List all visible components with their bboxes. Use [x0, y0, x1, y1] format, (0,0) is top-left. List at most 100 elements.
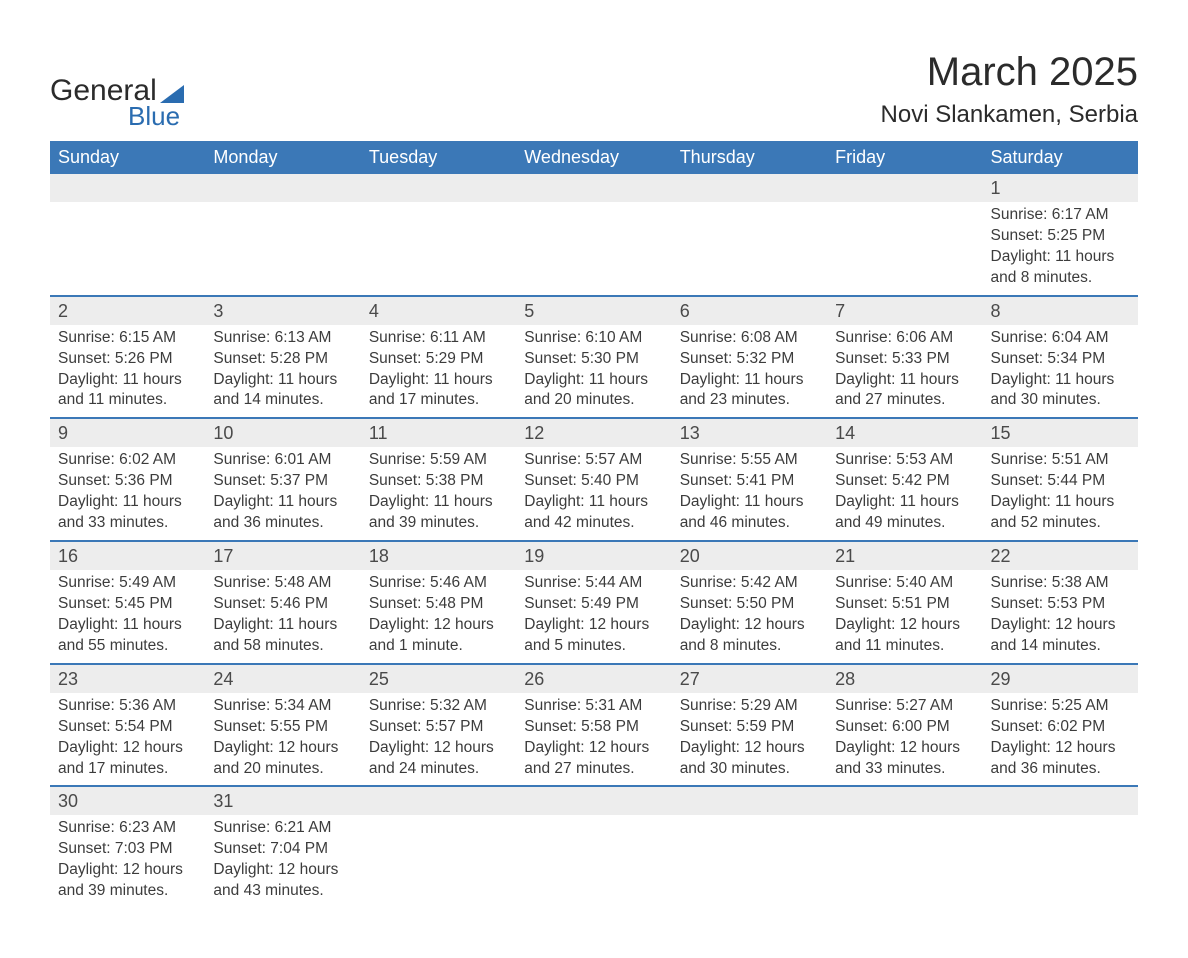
day-number — [361, 174, 516, 202]
day-number: 28 — [827, 664, 982, 693]
day-number: 21 — [827, 541, 982, 570]
location: Novi Slankamen, Serbia — [881, 101, 1138, 129]
logo-text-sub: Blue — [128, 103, 184, 129]
day-number: 9 — [50, 418, 205, 447]
day-cell: Sunrise: 5:51 AMSunset: 5:44 PMDaylight:… — [983, 447, 1138, 541]
day-cell: Sunrise: 6:08 AMSunset: 5:32 PMDaylight:… — [672, 325, 827, 419]
day-number — [827, 786, 982, 815]
day-header: Wednesday — [516, 141, 671, 174]
day-cell: Sunrise: 5:59 AMSunset: 5:38 PMDaylight:… — [361, 447, 516, 541]
day-number: 5 — [516, 296, 671, 325]
day-cell — [516, 815, 671, 908]
month-title: March 2025 — [881, 50, 1138, 95]
day-cell — [672, 815, 827, 908]
day-cell — [50, 202, 205, 296]
day-cell: Sunrise: 5:49 AMSunset: 5:45 PMDaylight:… — [50, 570, 205, 664]
day-header: Friday — [827, 141, 982, 174]
day-number: 12 — [516, 418, 671, 447]
day-number — [205, 174, 360, 202]
detail-row: Sunrise: 6:15 AMSunset: 5:26 PMDaylight:… — [50, 325, 1138, 419]
day-number: 30 — [50, 786, 205, 815]
day-cell: Sunrise: 6:02 AMSunset: 5:36 PMDaylight:… — [50, 447, 205, 541]
day-cell: Sunrise: 6:13 AMSunset: 5:28 PMDaylight:… — [205, 325, 360, 419]
day-cell — [516, 202, 671, 296]
day-number — [516, 786, 671, 815]
day-cell: Sunrise: 5:25 AMSunset: 6:02 PMDaylight:… — [983, 693, 1138, 787]
day-number: 8 — [983, 296, 1138, 325]
daynum-row: 1 — [50, 174, 1138, 202]
day-cell: Sunrise: 6:04 AMSunset: 5:34 PMDaylight:… — [983, 325, 1138, 419]
day-cell: Sunrise: 5:46 AMSunset: 5:48 PMDaylight:… — [361, 570, 516, 664]
daynum-row: 16171819202122 — [50, 541, 1138, 570]
detail-row: Sunrise: 6:23 AMSunset: 7:03 PMDaylight:… — [50, 815, 1138, 908]
day-number: 14 — [827, 418, 982, 447]
day-number: 7 — [827, 296, 982, 325]
day-cell: Sunrise: 6:17 AMSunset: 5:25 PMDaylight:… — [983, 202, 1138, 296]
day-number: 1 — [983, 174, 1138, 202]
logo: General Blue — [50, 76, 184, 129]
day-cell — [827, 815, 982, 908]
day-header: Sunday — [50, 141, 205, 174]
day-cell: Sunrise: 5:29 AMSunset: 5:59 PMDaylight:… — [672, 693, 827, 787]
day-number — [672, 174, 827, 202]
day-number — [983, 786, 1138, 815]
day-number: 16 — [50, 541, 205, 570]
day-cell: Sunrise: 6:23 AMSunset: 7:03 PMDaylight:… — [50, 815, 205, 908]
day-header: Thursday — [672, 141, 827, 174]
day-cell: Sunrise: 5:53 AMSunset: 5:42 PMDaylight:… — [827, 447, 982, 541]
day-cell: Sunrise: 5:44 AMSunset: 5:49 PMDaylight:… — [516, 570, 671, 664]
detail-row: Sunrise: 5:36 AMSunset: 5:54 PMDaylight:… — [50, 693, 1138, 787]
day-number: 11 — [361, 418, 516, 447]
day-number: 3 — [205, 296, 360, 325]
day-cell: Sunrise: 5:34 AMSunset: 5:55 PMDaylight:… — [205, 693, 360, 787]
day-number: 22 — [983, 541, 1138, 570]
detail-row: Sunrise: 6:02 AMSunset: 5:36 PMDaylight:… — [50, 447, 1138, 541]
day-number: 24 — [205, 664, 360, 693]
day-cell — [205, 202, 360, 296]
day-number: 26 — [516, 664, 671, 693]
day-number — [827, 174, 982, 202]
day-number: 19 — [516, 541, 671, 570]
day-number: 23 — [50, 664, 205, 693]
detail-row: Sunrise: 5:49 AMSunset: 5:45 PMDaylight:… — [50, 570, 1138, 664]
detail-row: Sunrise: 6:17 AMSunset: 5:25 PMDaylight:… — [50, 202, 1138, 296]
day-cell: Sunrise: 5:42 AMSunset: 5:50 PMDaylight:… — [672, 570, 827, 664]
day-cell: Sunrise: 5:38 AMSunset: 5:53 PMDaylight:… — [983, 570, 1138, 664]
day-cell: Sunrise: 5:57 AMSunset: 5:40 PMDaylight:… — [516, 447, 671, 541]
day-cell — [361, 815, 516, 908]
header: General Blue March 2025 Novi Slankamen, … — [50, 50, 1138, 129]
day-cell: Sunrise: 5:32 AMSunset: 5:57 PMDaylight:… — [361, 693, 516, 787]
day-cell: Sunrise: 6:06 AMSunset: 5:33 PMDaylight:… — [827, 325, 982, 419]
day-cell: Sunrise: 5:55 AMSunset: 5:41 PMDaylight:… — [672, 447, 827, 541]
day-cell: Sunrise: 5:48 AMSunset: 5:46 PMDaylight:… — [205, 570, 360, 664]
day-number — [50, 174, 205, 202]
day-number — [516, 174, 671, 202]
day-cell: Sunrise: 5:36 AMSunset: 5:54 PMDaylight:… — [50, 693, 205, 787]
daynum-row: 3031 — [50, 786, 1138, 815]
day-cell: Sunrise: 6:21 AMSunset: 7:04 PMDaylight:… — [205, 815, 360, 908]
day-cell — [827, 202, 982, 296]
day-cell — [983, 815, 1138, 908]
day-header: Saturday — [983, 141, 1138, 174]
day-cell: Sunrise: 6:01 AMSunset: 5:37 PMDaylight:… — [205, 447, 360, 541]
daynum-row: 23242526272829 — [50, 664, 1138, 693]
day-cell — [672, 202, 827, 296]
day-number: 13 — [672, 418, 827, 447]
calendar-table: Sunday Monday Tuesday Wednesday Thursday… — [50, 141, 1138, 908]
day-number: 27 — [672, 664, 827, 693]
day-number: 29 — [983, 664, 1138, 693]
day-number: 31 — [205, 786, 360, 815]
day-cell: Sunrise: 6:11 AMSunset: 5:29 PMDaylight:… — [361, 325, 516, 419]
day-number: 25 — [361, 664, 516, 693]
day-cell: Sunrise: 6:15 AMSunset: 5:26 PMDaylight:… — [50, 325, 205, 419]
day-number: 18 — [361, 541, 516, 570]
day-number: 6 — [672, 296, 827, 325]
day-number: 17 — [205, 541, 360, 570]
day-cell: Sunrise: 5:40 AMSunset: 5:51 PMDaylight:… — [827, 570, 982, 664]
day-number — [361, 786, 516, 815]
day-header: Monday — [205, 141, 360, 174]
daynum-row: 2345678 — [50, 296, 1138, 325]
day-cell: Sunrise: 6:10 AMSunset: 5:30 PMDaylight:… — [516, 325, 671, 419]
day-header: Tuesday — [361, 141, 516, 174]
day-number — [672, 786, 827, 815]
